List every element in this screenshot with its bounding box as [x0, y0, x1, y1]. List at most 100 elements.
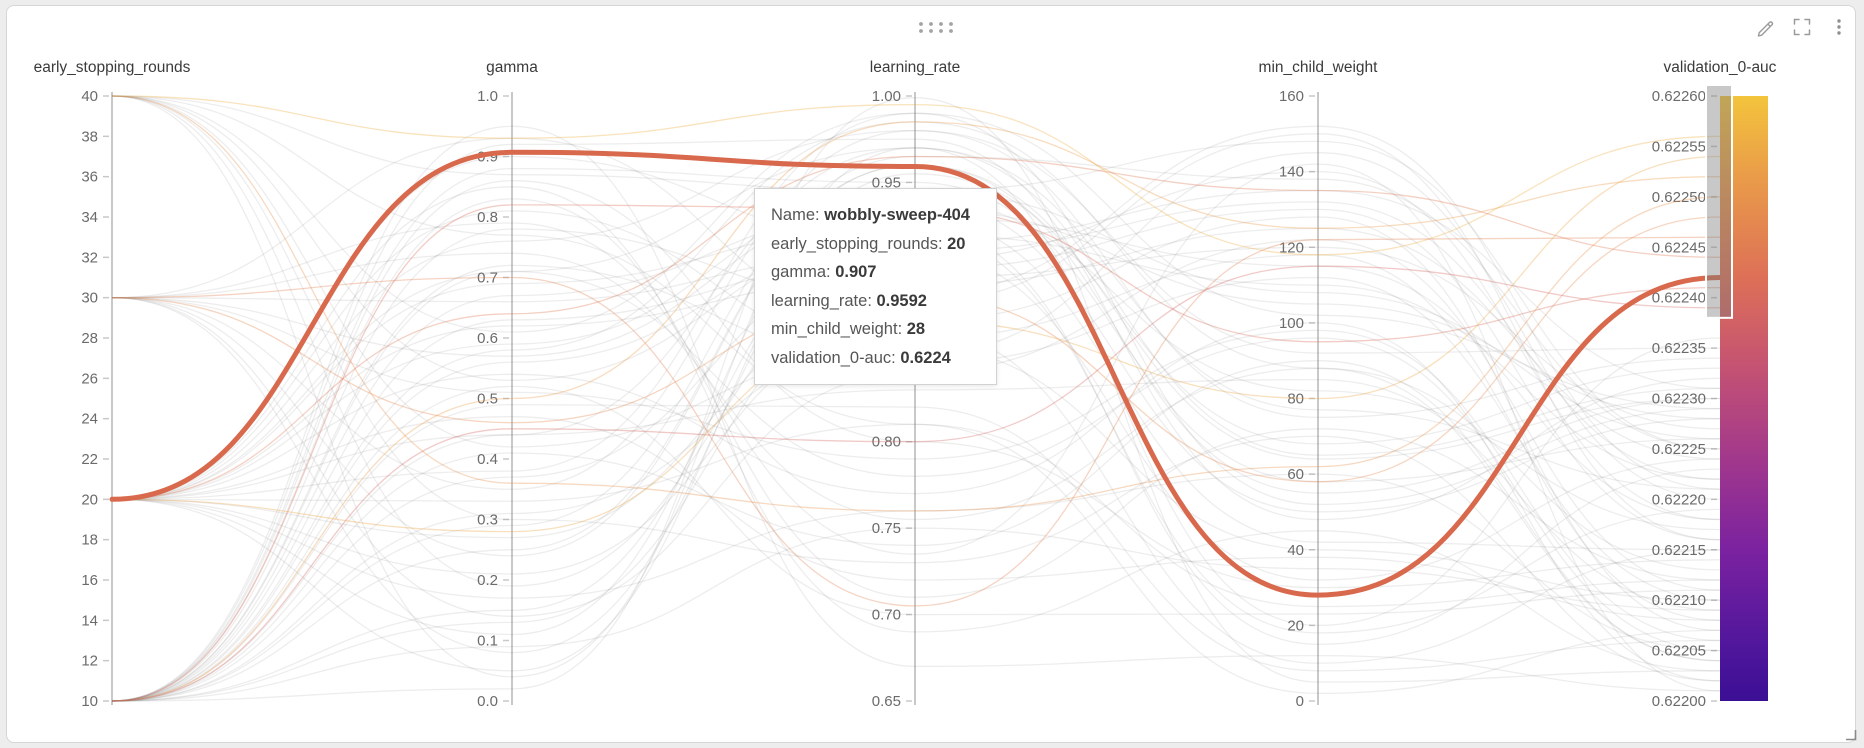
- run-line[interactable]: [111, 173, 1721, 636]
- fullscreen-icon[interactable]: [1791, 16, 1813, 38]
- run-tooltip: Name: wobbly-sweep-404 early_stopping_rou…: [754, 188, 997, 385]
- axis-title: gamma: [486, 59, 538, 76]
- axis-tick-label: 0.4: [477, 451, 498, 468]
- axis-tick-label: 60: [1287, 466, 1304, 483]
- axis-tick-label: 10: [81, 693, 98, 710]
- run-line[interactable]: [111, 186, 1721, 672]
- axis-tick-label: 100: [1279, 315, 1304, 332]
- run-line[interactable]: [111, 198, 1721, 702]
- axis-tick-label: 20: [81, 491, 98, 508]
- drag-handle-icon[interactable]: [915, 19, 957, 35]
- axis-tick-label: 20: [1287, 617, 1304, 634]
- axis-tick-label: 0.80: [872, 434, 901, 451]
- axis-tick-label: 0.62260: [1652, 88, 1706, 105]
- edit-pencil-icon[interactable]: [1754, 16, 1776, 38]
- colorbar-brush[interactable]: [1705, 84, 1733, 319]
- axis-validation_0-auc: 0.62260 0.62255 0.62250 0.62245 0.62240 0.622…: [1652, 59, 1777, 710]
- axis-title: min_child_weight: [1259, 59, 1379, 76]
- axis-tick-label: 28: [81, 330, 98, 347]
- run-line[interactable]: [111, 167, 1721, 702]
- run-line[interactable]: [111, 95, 1721, 682]
- axis-title: validation_0-auc: [1664, 59, 1777, 76]
- run-line[interactable]: [111, 95, 1721, 410]
- axis-tick-label: 0.5: [477, 391, 498, 408]
- run-line[interactable]: [111, 473, 1721, 652]
- run-line[interactable]: [111, 138, 1721, 702]
- colorbar: [1720, 96, 1768, 701]
- axis-tick-label: 12: [81, 653, 98, 670]
- axis-tick-label: 0.62235: [1652, 340, 1706, 357]
- run-line[interactable]: [111, 416, 1721, 621]
- run-line[interactable]: [111, 180, 1721, 702]
- resize-handle[interactable]: [1845, 728, 1857, 741]
- axis-tick-label: 0.6: [477, 330, 498, 347]
- run-line[interactable]: [111, 155, 1721, 500]
- axis-tick-label: 0.62220: [1652, 491, 1706, 508]
- run-line[interactable]: [111, 155, 1721, 702]
- axis-tick-label: 0.7: [477, 270, 498, 287]
- run-line[interactable]: [111, 121, 1721, 702]
- axis-tick-label: 80: [1287, 391, 1304, 408]
- axis-tick-label: 0.8: [477, 209, 498, 226]
- axis-tick-label: 0.62250: [1652, 189, 1706, 206]
- run-line[interactable]: [111, 95, 1721, 512]
- axis-tick-label: 0.2: [477, 572, 498, 589]
- axis-tick-label: 1.00: [872, 88, 901, 105]
- kebab-menu-icon[interactable]: [1828, 16, 1850, 38]
- axis-tick-label: 0.3: [477, 512, 498, 529]
- run-line[interactable]: [111, 265, 1721, 702]
- axis-tick-label: 0.62225: [1652, 441, 1706, 458]
- run-line[interactable]: [111, 121, 1721, 702]
- axis-min_child_weight: 160 140 120 100 80 60 40 20 0 min_child_weight: [1259, 59, 1379, 710]
- run-line[interactable]: [111, 385, 1721, 702]
- run-line[interactable]: [111, 125, 1721, 702]
- axis-tick-label: 16: [81, 572, 98, 589]
- axis-tick-label: 26: [81, 370, 98, 387]
- axis-tick-label: 0.75: [872, 520, 901, 537]
- run-line[interactable]: [111, 403, 1721, 702]
- axis-tick-label: 140: [1279, 164, 1304, 181]
- axis-tick-label: 0.62200: [1652, 693, 1706, 710]
- run-line[interactable]: [111, 423, 1721, 608]
- axis-tick-label: 14: [81, 612, 98, 629]
- tooltip-row: gamma: 0.907: [771, 263, 877, 281]
- tooltip-row: min_child_weight: 28: [771, 320, 926, 338]
- highlighted-run-line[interactable]: [109, 149, 1723, 598]
- run-line[interactable]: [111, 378, 1721, 611]
- run-line[interactable]: [111, 297, 1721, 642]
- run-line[interactable]: [111, 147, 1721, 627]
- run-line[interactable]: [111, 95, 1721, 256]
- axis-tick-label: 24: [81, 411, 98, 428]
- run-line[interactable]: [111, 270, 1721, 702]
- run-line[interactable]: [111, 252, 1721, 662]
- axis-tick-label: 38: [81, 128, 98, 145]
- run-line[interactable]: [111, 97, 1721, 702]
- run-line[interactable]: [111, 236, 1721, 607]
- run-line[interactable]: [111, 95, 1721, 695]
- axis-tick-label: 0.62205: [1652, 643, 1706, 660]
- axis-tick-label: 0.62245: [1652, 239, 1706, 256]
- run-line[interactable]: [111, 322, 1721, 682]
- axis-tick-label: 160: [1279, 88, 1304, 105]
- axis-tick-label: 0.1: [477, 633, 498, 650]
- tooltip-row: early_stopping_rounds: 20: [771, 234, 966, 253]
- run-line[interactable]: [111, 163, 1721, 692]
- axis-tick-label: 30: [81, 290, 98, 307]
- axis-tick-label: 0.62230: [1652, 391, 1706, 408]
- panel-toolbar: [1754, 16, 1850, 38]
- axis-tick-label: 40: [1287, 542, 1304, 559]
- axis-tick-label: 120: [1279, 239, 1304, 256]
- run-line[interactable]: [111, 360, 1721, 702]
- run-line[interactable]: [111, 112, 1721, 506]
- axis-tick-label: 36: [81, 169, 98, 186]
- axis-tick-label: 18: [81, 532, 98, 549]
- tooltip-row: validation_0-auc: 0.6224: [771, 348, 951, 367]
- run-line[interactable]: [111, 129, 1721, 500]
- run-line[interactable]: [111, 147, 1721, 702]
- run-line[interactable]: [111, 129, 1721, 490]
- axis-title: early_stopping_rounds: [34, 59, 191, 76]
- run-line[interactable]: [111, 527, 1721, 702]
- axis-title: learning_rate: [870, 59, 960, 76]
